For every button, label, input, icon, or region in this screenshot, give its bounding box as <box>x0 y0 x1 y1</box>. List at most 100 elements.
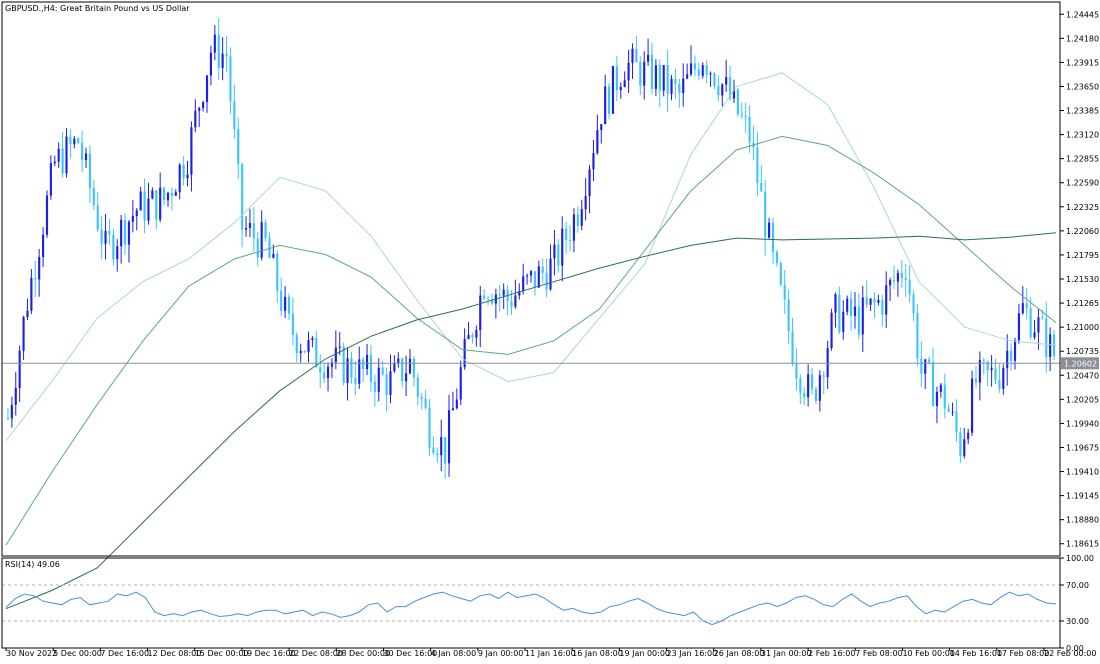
candle-body <box>198 108 201 111</box>
candle-body <box>202 101 205 109</box>
time-axis-label: 23 Jan 16:00 <box>667 649 718 658</box>
price-axis-label: 1.20470 <box>1066 371 1099 380</box>
candle-body <box>405 373 408 382</box>
candle-body <box>647 54 650 62</box>
candle-body <box>701 65 704 76</box>
candle-body <box>775 251 778 264</box>
price-axis-label: 1.23385 <box>1066 107 1099 116</box>
candle-body <box>22 317 25 351</box>
candle-body <box>92 187 95 206</box>
time-axis-label: 30 Dec 16:00 <box>383 649 437 658</box>
candle-body <box>123 219 127 245</box>
candle-body <box>744 115 747 118</box>
candle-body <box>709 73 712 75</box>
candle-body <box>748 117 751 143</box>
candle-body <box>553 244 556 259</box>
candle-body <box>104 230 107 244</box>
price-axis-label: 1.21795 <box>1066 251 1099 260</box>
price-axis-label: 1.20205 <box>1066 395 1099 404</box>
candle-body <box>728 77 732 99</box>
moving-average-line <box>5 135 1057 546</box>
candle-body <box>705 65 708 75</box>
candle-body <box>842 311 845 332</box>
candle-body <box>38 257 41 280</box>
time-axis-label: 19 Dec 16:00 <box>242 649 296 658</box>
candle-body <box>764 191 767 238</box>
candle-body <box>205 75 209 102</box>
time-axis-label: 11 Jan 16:00 <box>525 649 576 658</box>
candle-body <box>483 295 486 299</box>
candle-body <box>881 300 884 315</box>
candle-body <box>479 295 482 331</box>
candle-body <box>1017 313 1020 341</box>
price-axis-label: 1.19940 <box>1066 419 1099 428</box>
candle-body <box>713 73 716 87</box>
price-axis-label: 1.21265 <box>1066 299 1099 308</box>
candle-body <box>358 359 361 384</box>
candle-body <box>334 347 337 363</box>
time-axis-label: 12 Dec 08:00 <box>148 649 202 658</box>
candle-body <box>717 86 720 96</box>
moving-average-line <box>5 232 1057 610</box>
candle-body <box>455 399 458 409</box>
candle-body <box>697 69 700 76</box>
candle-body <box>1002 368 1005 389</box>
candle-body <box>931 362 935 406</box>
time-axis-label: 15 Dec 00:00 <box>195 649 249 658</box>
candle-body <box>264 222 267 239</box>
candle-body <box>127 221 131 245</box>
candle-body <box>963 439 966 457</box>
candle-body <box>81 142 84 161</box>
candle-body <box>467 334 470 340</box>
candle-body <box>939 384 942 392</box>
candle-body <box>1029 308 1032 338</box>
candle-body <box>159 187 162 220</box>
candle-body <box>557 244 560 266</box>
chart-title: GBPUSD.,H4: Great Britain Pound vs US Do… <box>5 4 190 13</box>
candle-body <box>1010 350 1013 361</box>
candle-body <box>639 62 642 86</box>
candle-body <box>88 153 91 188</box>
candle-body <box>1006 350 1009 369</box>
candle-body <box>857 306 860 335</box>
candle-body <box>471 334 474 338</box>
rsi-axis-label: 30.00 <box>1066 617 1089 626</box>
candle-body <box>565 228 568 240</box>
candle-body <box>244 228 248 230</box>
candle-body <box>369 354 373 382</box>
price-axis-label: 1.21000 <box>1066 323 1099 332</box>
candle-body <box>892 279 896 282</box>
candle-body <box>377 367 380 392</box>
candle-body <box>545 272 548 290</box>
candle-body <box>338 346 341 348</box>
candle-body <box>850 298 853 317</box>
candle-body <box>326 366 330 379</box>
candle-body <box>1045 318 1048 358</box>
candle-body <box>362 359 365 370</box>
candle-body <box>84 153 88 161</box>
time-axis-label: 30 Nov 2022 <box>6 649 57 658</box>
candle-body <box>885 285 888 315</box>
candle-body <box>416 377 419 397</box>
candle-body <box>182 164 185 179</box>
candle-body <box>810 374 814 390</box>
candle-body <box>346 358 349 383</box>
price-pane[interactable]: GBPUSD.,H4: Great Britain Pound vs US Do… <box>2 4 1099 610</box>
candle-body <box>814 389 818 401</box>
candle-body <box>572 214 576 241</box>
candle-body <box>791 331 794 364</box>
candle-body <box>284 296 287 311</box>
candle-body <box>1013 340 1017 361</box>
candle-body <box>237 129 240 165</box>
candle-body <box>440 437 443 456</box>
candle-body <box>112 234 115 260</box>
rsi-pane[interactable]: RSI(14) 49.06 <box>2 560 1060 626</box>
candle-body <box>807 374 810 398</box>
candle-body <box>323 372 326 379</box>
candle-body <box>401 358 404 382</box>
candle-body <box>670 78 673 95</box>
candle-body <box>30 277 33 311</box>
candle-body <box>486 298 490 300</box>
